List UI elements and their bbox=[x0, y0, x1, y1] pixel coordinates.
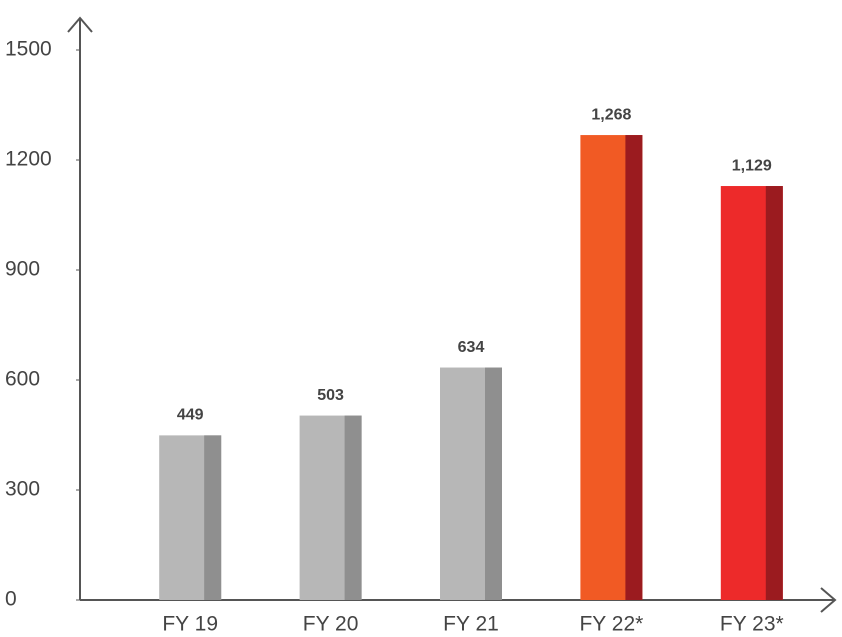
y-tick-label: 300 bbox=[5, 478, 40, 501]
y-tick-label: 1200 bbox=[5, 148, 52, 171]
bar-shade bbox=[765, 186, 783, 601]
y-tick-label: 900 bbox=[5, 258, 40, 281]
bar-shade bbox=[344, 415, 362, 600]
value-label: 503 bbox=[317, 387, 344, 404]
y-tick-label: 1500 bbox=[5, 38, 52, 61]
x-tick-label: FY 19 bbox=[162, 613, 218, 636]
bar-shade bbox=[485, 367, 502, 600]
value-label: 1,129 bbox=[732, 157, 772, 174]
bar-shade bbox=[204, 435, 222, 600]
y-tick-label: 600 bbox=[5, 368, 40, 391]
y-axis bbox=[67, 16, 93, 600]
x-tick-label: FY 21 bbox=[443, 613, 499, 636]
x-tick-label: FY 20 bbox=[303, 613, 359, 636]
bar-shade bbox=[625, 135, 643, 601]
y-tick-label: 0 bbox=[5, 588, 17, 611]
value-label: 449 bbox=[177, 407, 204, 424]
x-tick-label: FY 22* bbox=[579, 613, 643, 636]
value-label: 634 bbox=[458, 339, 485, 356]
x-tick-label: FY 23* bbox=[720, 613, 784, 636]
value-label: 1,268 bbox=[591, 106, 631, 123]
